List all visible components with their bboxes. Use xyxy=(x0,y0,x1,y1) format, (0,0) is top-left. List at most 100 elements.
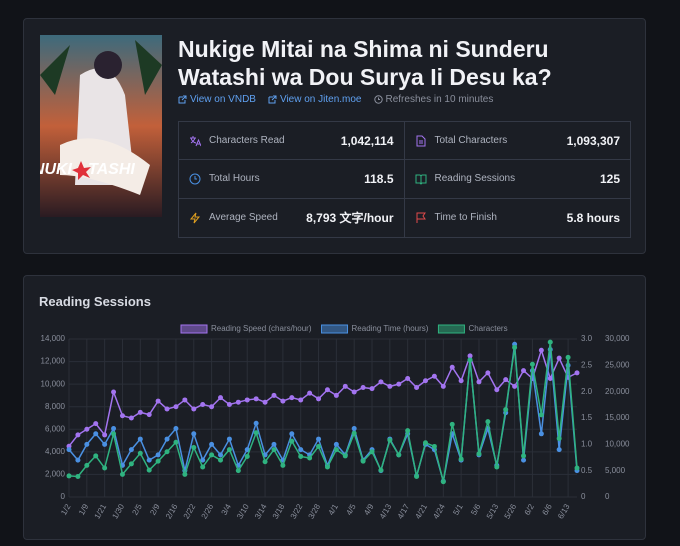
stat-label: Time to Finish xyxy=(434,212,497,224)
point xyxy=(458,456,464,462)
stat-value: 118.5 xyxy=(364,171,394,186)
stat: Reading Sessions 125 xyxy=(404,160,630,199)
link-text[interactable]: View on Jiten.moe xyxy=(279,94,362,105)
point xyxy=(512,344,518,350)
point xyxy=(547,376,553,381)
chart: 0 2,000 4,000 6,000 8,000 10,000 12,000 14,000 0… xyxy=(41,324,630,520)
chart-title: Reading Sessions xyxy=(39,294,151,309)
point xyxy=(351,389,357,395)
point xyxy=(280,462,286,468)
y2-tick-label: 2.0 xyxy=(581,387,593,396)
point xyxy=(128,447,134,453)
point xyxy=(209,404,215,410)
x-tick-label: 5/6 xyxy=(469,502,483,517)
y-tick-label: 0 xyxy=(61,492,66,501)
x-tick-label: 2/26 xyxy=(200,502,216,520)
point xyxy=(360,385,366,391)
point xyxy=(155,452,161,458)
point xyxy=(155,458,161,464)
point xyxy=(422,378,428,384)
point xyxy=(93,431,99,437)
point xyxy=(146,412,152,418)
point xyxy=(324,387,330,393)
point xyxy=(75,457,81,463)
series-line xyxy=(68,342,578,482)
point xyxy=(209,441,215,447)
point xyxy=(458,378,464,384)
point xyxy=(378,467,384,473)
point xyxy=(529,361,535,367)
point xyxy=(342,453,348,459)
x-tick-label: 3/10 xyxy=(235,502,251,520)
point xyxy=(414,473,420,479)
title: Nukige Mitai na Shima ni Sunderu Watashi… xyxy=(178,36,552,90)
link-text[interactable]: View on VNDB xyxy=(190,94,256,105)
point xyxy=(538,412,544,418)
x-tick-label: 1/2 xyxy=(59,502,73,517)
point xyxy=(574,465,580,471)
point xyxy=(111,426,117,432)
y3-tick-label: 5,000 xyxy=(605,466,626,475)
point xyxy=(396,381,402,387)
legend-label: Characters xyxy=(468,324,507,333)
point xyxy=(119,413,125,419)
legend-swatch xyxy=(180,324,208,334)
legend-label: Reading Time (hours) xyxy=(352,324,429,333)
point xyxy=(298,397,304,403)
point xyxy=(111,431,117,437)
icon xyxy=(416,212,426,223)
point xyxy=(369,386,375,392)
x-tick-label: 5/26 xyxy=(503,502,519,520)
x-tick-label: 6/13 xyxy=(556,502,572,520)
point xyxy=(271,392,277,398)
x-tick-label: 4/21 xyxy=(413,502,429,520)
point xyxy=(128,461,134,467)
point xyxy=(485,370,491,376)
x-tick-label: 4/1 xyxy=(327,502,341,517)
point xyxy=(173,426,179,432)
x-tick-label: 4/5 xyxy=(344,502,358,517)
point xyxy=(405,428,411,434)
point xyxy=(218,457,224,463)
link[interactable]: View on VNDB xyxy=(178,94,256,105)
y-tick-label: 8,000 xyxy=(45,402,66,411)
point xyxy=(467,357,473,363)
point xyxy=(307,390,313,396)
point xyxy=(137,409,143,415)
x-tick-label: 3/4 xyxy=(220,502,234,517)
point xyxy=(102,465,108,471)
point xyxy=(289,438,295,444)
y2-tick-label: 2.5 xyxy=(581,360,593,369)
point xyxy=(244,447,250,453)
point xyxy=(146,467,152,473)
point xyxy=(84,462,90,468)
point xyxy=(547,339,553,345)
stat-value: 1,093,307 xyxy=(566,133,620,148)
point xyxy=(226,401,232,407)
external-icon xyxy=(178,95,187,104)
refresh-info: Refreshes in 10 minutes xyxy=(373,94,493,105)
point xyxy=(440,383,446,389)
point xyxy=(494,387,500,393)
x-tick-label: 3/18 xyxy=(271,502,287,520)
point xyxy=(84,441,90,447)
stat: Characters Read 1,042,114 xyxy=(179,122,405,161)
cover-logo: NUKI xyxy=(40,161,73,178)
cover-image: NUKI TASHI xyxy=(40,35,162,217)
stat-value: 1,042,114 xyxy=(340,133,394,148)
y-tick-label: 10,000 xyxy=(41,379,66,388)
stat: Time to Finish 5.8 hours xyxy=(405,199,631,237)
point xyxy=(316,443,322,449)
point xyxy=(538,431,544,437)
point xyxy=(235,468,241,474)
link[interactable]: View on Jiten.moe xyxy=(268,94,362,105)
point xyxy=(75,432,81,438)
point xyxy=(155,398,161,404)
point xyxy=(333,447,339,453)
point xyxy=(556,355,562,361)
x-tick-label: 3/28 xyxy=(307,502,323,520)
point xyxy=(280,398,286,404)
point xyxy=(574,370,580,376)
x-tick-label: 4/13 xyxy=(378,502,394,520)
icon xyxy=(416,135,425,147)
